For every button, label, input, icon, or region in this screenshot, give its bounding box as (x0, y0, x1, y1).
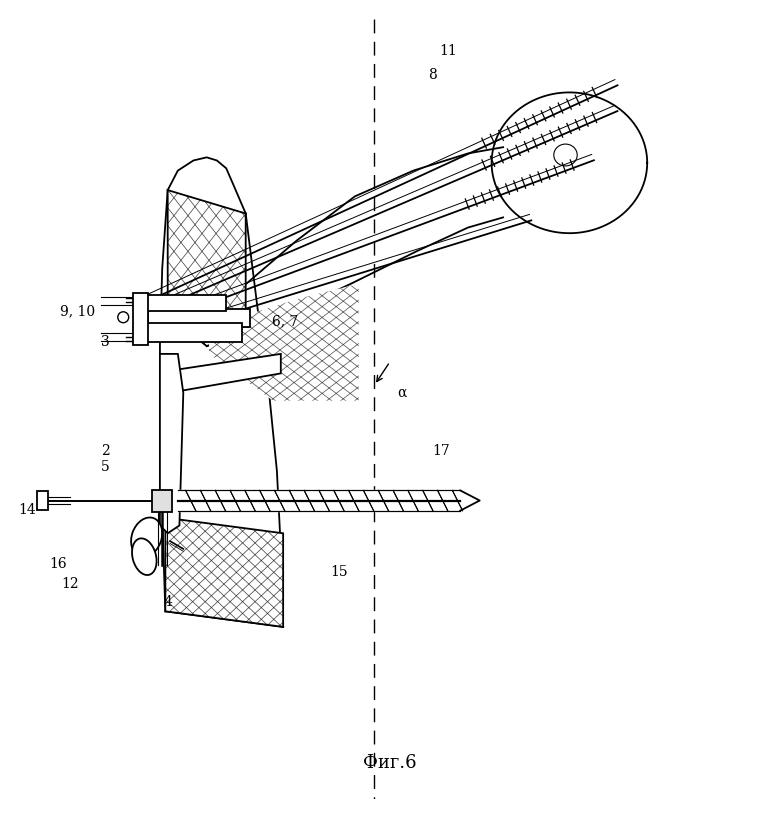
Text: α: α (397, 386, 406, 400)
Bar (152, 490, 172, 512)
Ellipse shape (131, 517, 162, 557)
Text: 8: 8 (428, 68, 438, 82)
Bar (133, 293, 148, 345)
Polygon shape (178, 354, 281, 391)
Text: 5: 5 (101, 460, 110, 474)
Text: 9, 10: 9, 10 (60, 304, 96, 318)
Ellipse shape (132, 538, 157, 575)
Polygon shape (144, 323, 242, 342)
Polygon shape (148, 309, 250, 327)
Text: 17: 17 (432, 444, 449, 458)
Text: 15: 15 (331, 565, 348, 579)
Bar (37, 491, 48, 510)
Polygon shape (168, 190, 246, 346)
Text: 14: 14 (19, 503, 36, 517)
Text: 11: 11 (440, 44, 457, 58)
Polygon shape (209, 283, 359, 400)
Text: 12: 12 (62, 577, 79, 591)
Polygon shape (160, 354, 183, 534)
Text: 4: 4 (163, 595, 172, 609)
Text: 3: 3 (101, 335, 110, 349)
Ellipse shape (118, 312, 129, 323)
Text: 2: 2 (101, 444, 110, 458)
Text: Фиг.6: Фиг.6 (363, 754, 417, 772)
Text: 13: 13 (417, 499, 434, 513)
Polygon shape (165, 518, 283, 627)
Text: 6, 7: 6, 7 (271, 315, 298, 328)
Ellipse shape (554, 144, 577, 166)
Polygon shape (144, 296, 226, 311)
Text: 16: 16 (50, 557, 67, 572)
